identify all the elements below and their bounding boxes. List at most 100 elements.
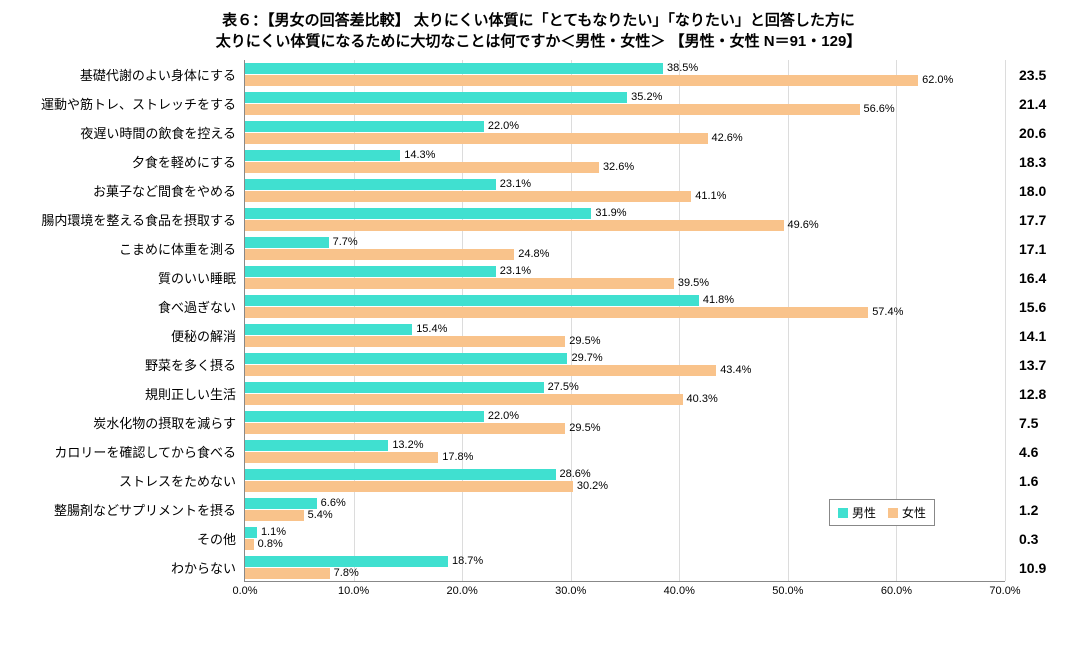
bar-female [245,75,918,86]
category-label: ストレスをためない [12,466,244,495]
bar-male [245,353,567,364]
bar-female [245,133,708,144]
value-label-male: 28.6% [560,469,591,480]
category-label: 基礎代謝のよい身体にする [12,60,244,89]
legend-swatch-female [888,508,898,518]
value-label-male: 38.5% [667,63,698,74]
value-label-male: 22.0% [488,411,519,422]
legend-swatch-male [838,508,848,518]
bar-male [245,556,448,567]
value-label-female: 43.4% [720,365,751,376]
value-label-female: 56.6% [864,104,895,115]
legend-item-male: 男性 [838,504,876,521]
legend-item-female: 女性 [888,504,926,521]
bar-male [245,324,412,335]
x-tick-label: 10.0% [338,585,369,597]
bar-row: 1.1%0.8% [245,524,1005,553]
bar-female [245,336,565,347]
x-tick-label: 40.0% [664,585,695,597]
bar-row: 22.0%29.5% [245,408,1005,437]
bar-male [245,150,400,161]
difference-value: 17.7 [1019,205,1065,234]
difference-value: 18.3 [1019,147,1065,176]
value-label-male: 35.2% [631,92,662,103]
category-label: 質のいい睡眠 [12,263,244,292]
value-label-female: 32.6% [603,162,634,173]
x-tick-label: 70.0% [989,585,1020,597]
bar-male [245,295,699,306]
bar-row: 13.2%17.8% [245,437,1005,466]
value-label-female: 49.6% [788,220,819,231]
bar-male [245,179,496,190]
value-label-female: 24.8% [518,249,549,260]
bar-male [245,382,544,393]
value-label-male: 29.7% [571,353,602,364]
value-label-female: 29.5% [569,336,600,347]
value-label-female: 30.2% [577,481,608,492]
bar-row: 41.8%57.4% [245,292,1005,321]
bar-row: 38.5% 62.0% [245,60,1005,89]
bar-female [245,104,860,115]
bar-male [245,121,484,132]
bar-female [245,510,304,521]
bar-row: 7.7%24.8% [245,234,1005,263]
category-label: 腸内環境を整える食品を摂取する [12,205,244,234]
value-label-male: 6.6% [321,498,346,509]
difference-value: 1.6 [1019,466,1065,495]
bar-female [245,394,683,405]
difference-value: 14.1 [1019,321,1065,350]
bar-female [245,539,254,550]
value-label-female: 7.8% [334,568,359,579]
value-label-male: 15.4% [416,324,447,335]
difference-value: 10.9 [1019,553,1065,582]
bar-row: 29.7% 43.4% [245,350,1005,379]
category-labels-column: 基礎代謝のよい身体にする運動や筋トレ、ストレッチをする夜遅い時間の飲食を控える夕… [12,60,244,582]
difference-value: 21.4 [1019,89,1065,118]
x-tick-label: 20.0% [447,585,478,597]
difference-value: 16.4 [1019,263,1065,292]
bar-female [245,481,573,492]
bar-row: 35.2% 56.6% [245,89,1005,118]
value-label-female: 39.5% [678,278,709,289]
category-label: カロリーを確認してから食べる [12,437,244,466]
difference-value: 1.2 [1019,495,1065,524]
category-label: 食べ過ぎない [12,292,244,321]
legend-label-female: 女性 [902,504,926,521]
value-label-female: 17.8% [442,452,473,463]
value-label-male: 23.1% [500,266,531,277]
bar-female [245,278,674,289]
category-label: 便秘の解消 [12,321,244,350]
difference-value: 13.7 [1019,350,1065,379]
bar-male [245,527,257,538]
bar-male [245,266,496,277]
category-label: わからない [12,553,244,582]
value-label-male: 18.7% [452,556,483,567]
category-label: 規則正しい生活 [12,379,244,408]
value-label-female: 5.4% [308,510,333,521]
value-label-male: 22.0% [488,121,519,132]
legend-label-male: 男性 [852,504,876,521]
bar-male [245,92,627,103]
x-tick-label: 50.0% [772,585,803,597]
difference-value: 20.6 [1019,118,1065,147]
value-label-female: 41.1% [695,191,726,202]
value-label-female: 57.4% [872,307,903,318]
plot-area: 38.5%62.0%35.2%56.6%22.0%42.6%14.3%32.6%… [244,60,1005,582]
x-tick-label: 30.0% [555,585,586,597]
value-label-male: 14.3% [404,150,435,161]
bar-row: 15.4% 29.5% [245,321,1005,350]
category-label: 運動や筋トレ、ストレッチをする [12,89,244,118]
value-label-male: 23.1% [500,179,531,190]
bar-row: 23.1% 39.5% [245,263,1005,292]
category-label: 野菜を多く摂る [12,350,244,379]
bar-female [245,452,438,463]
bar-female [245,307,868,318]
bar-row: 31.9%49.6% [245,205,1005,234]
bar-female [245,162,599,173]
value-label-male: 27.5% [548,382,579,393]
bar-row: 18.7% 7.8% [245,553,1005,582]
bar-male [245,469,556,480]
value-label-female: 62.0% [922,75,953,86]
title-line-1: 表６：【男女の回答差比較】 太りにくい体質に「とてもなりたい」「なりたい」と回答… [12,10,1065,31]
bar-male [245,498,317,509]
